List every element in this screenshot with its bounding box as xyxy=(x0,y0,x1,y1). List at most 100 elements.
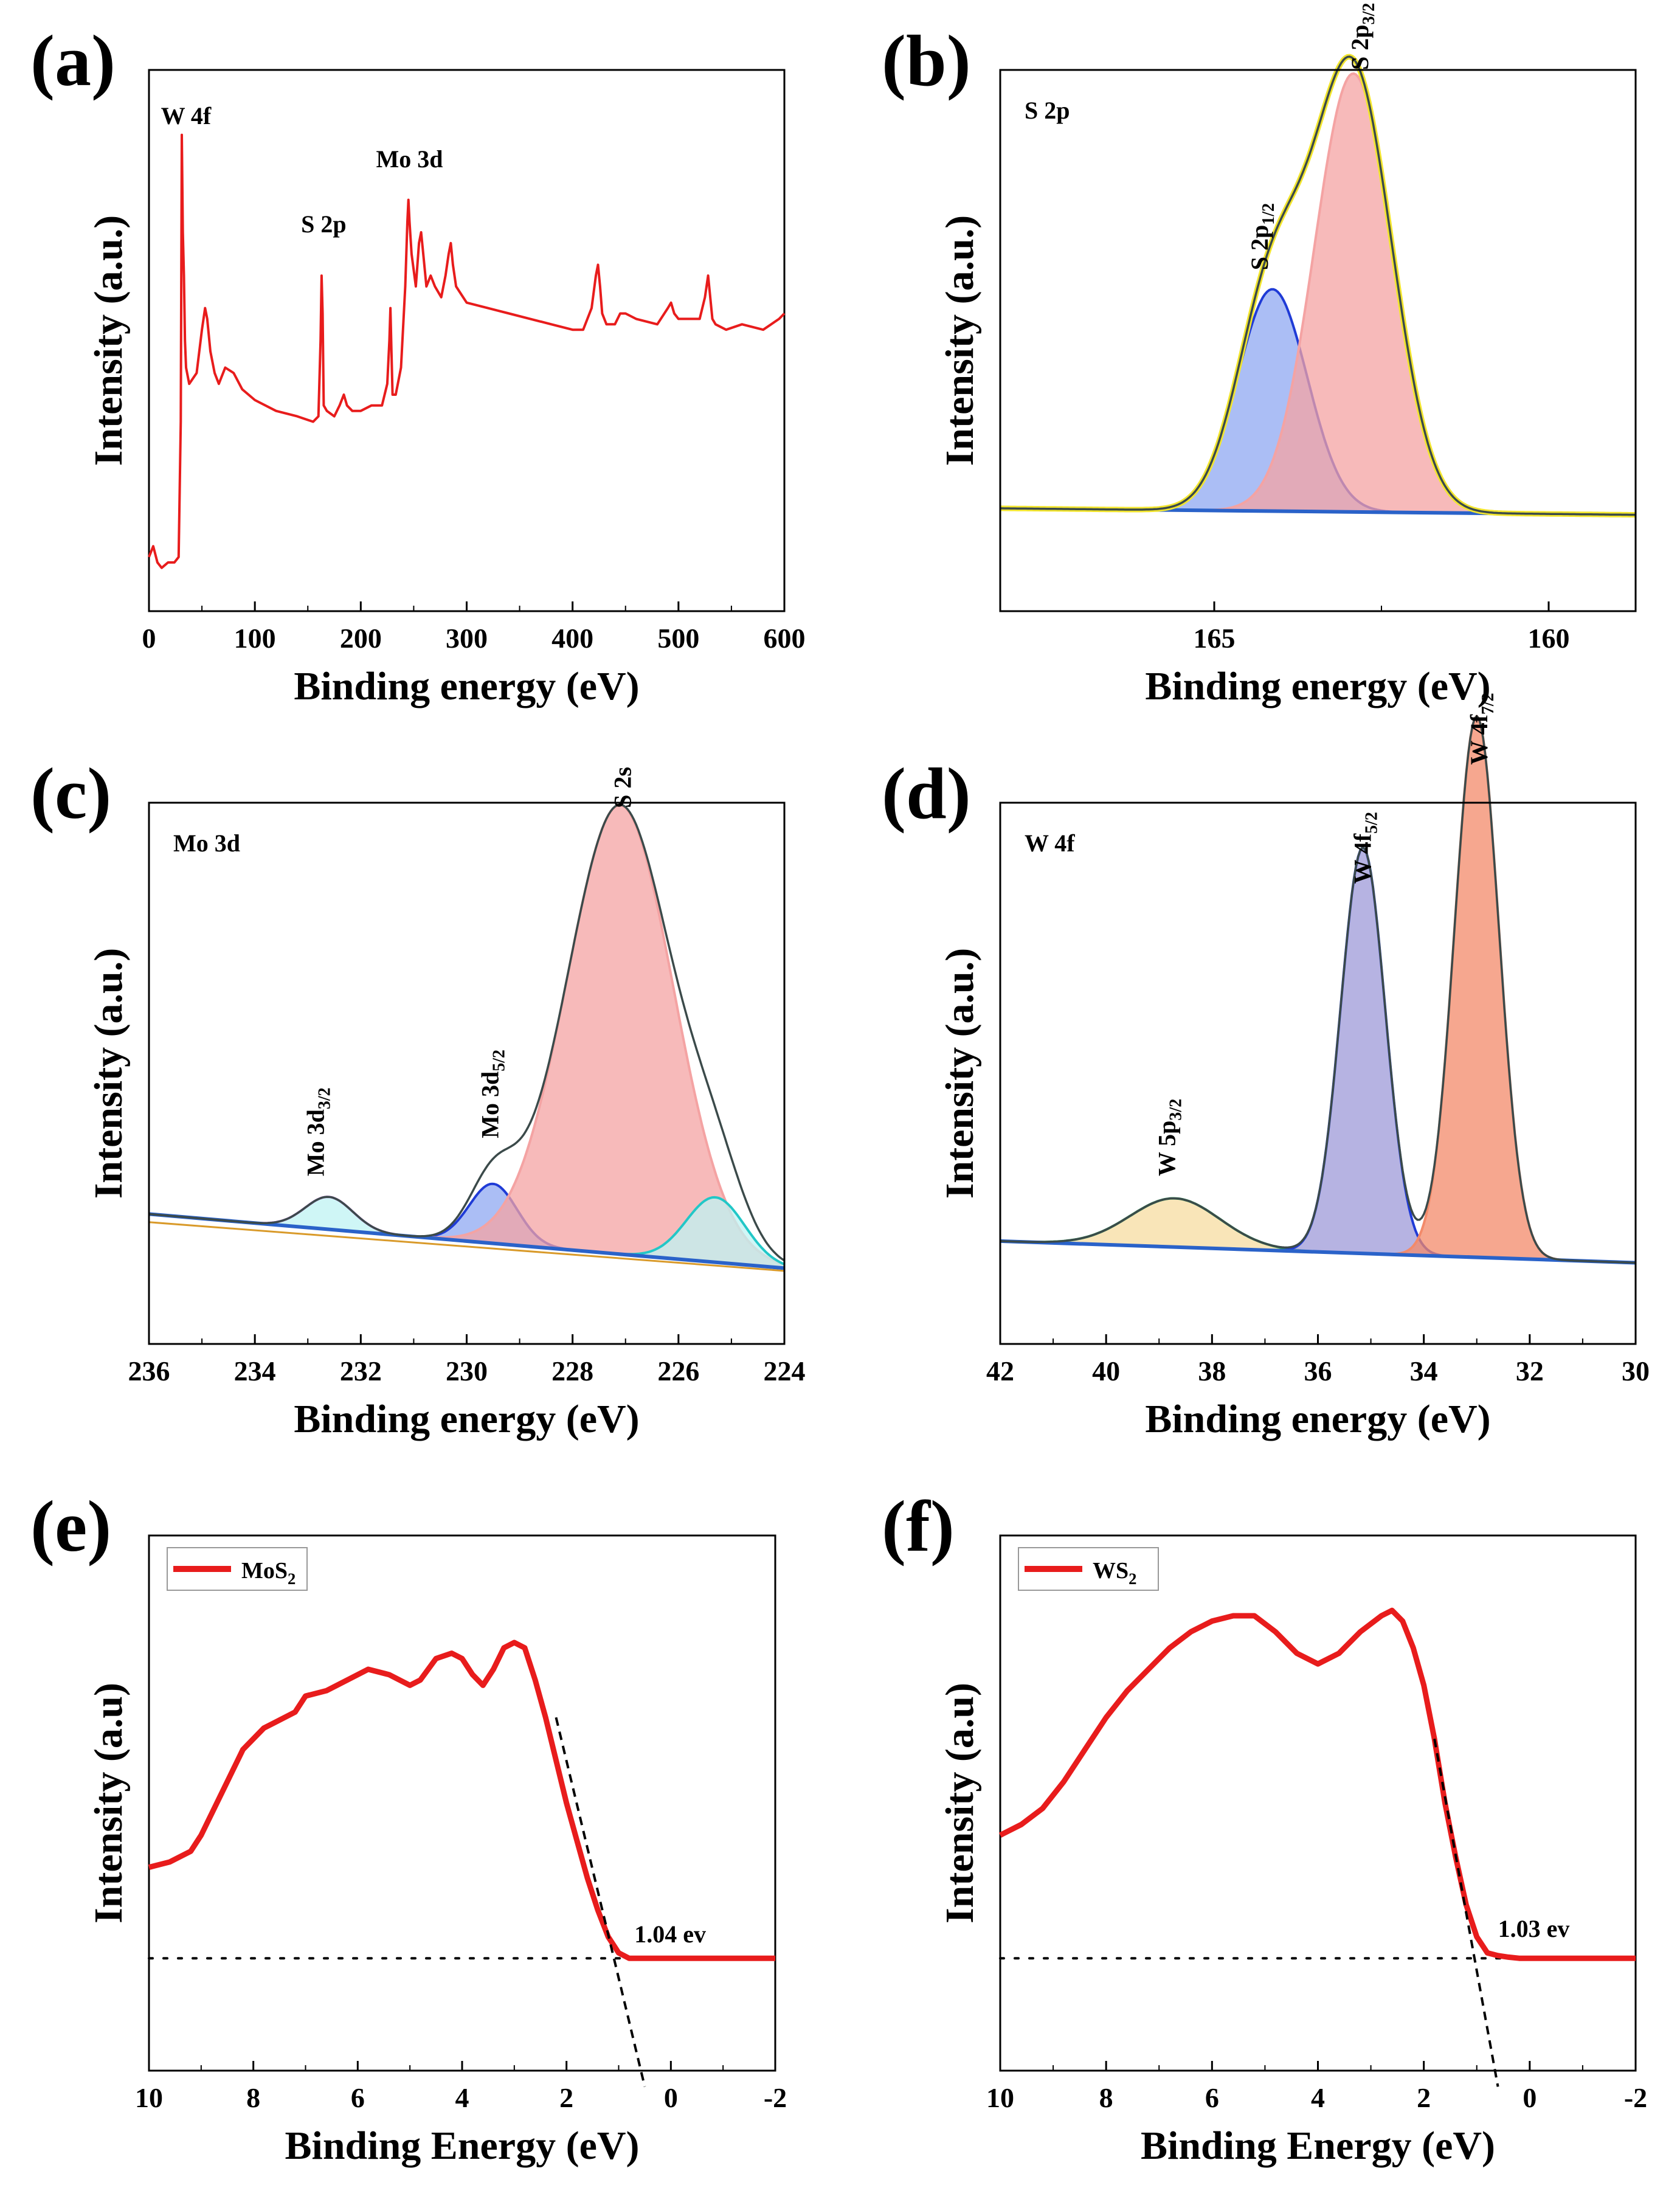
peak-label-c-1: Mo 3d5/2 xyxy=(477,1050,509,1138)
band-edge-label: 1.04 ev xyxy=(634,1920,706,1948)
y-axis-title: Intensity (a.u.) xyxy=(938,948,982,1199)
peak-line-2 xyxy=(1000,715,1636,1264)
x-tick-label: 300 xyxy=(446,623,488,654)
x-tick-label: 6 xyxy=(1205,2082,1219,2113)
chart-title-b: S 2p xyxy=(1025,97,1070,124)
peak-label-c-1-main: Mo 3d xyxy=(477,1072,504,1138)
x-tick-label: 32 xyxy=(1516,1355,1544,1387)
peak-label-d-1: W 4f5/2 xyxy=(1349,812,1381,884)
background-line xyxy=(1000,1239,1636,1265)
peak-label-b-0-sub: 1/2 xyxy=(1259,203,1278,225)
series-mos2 xyxy=(148,1639,775,1961)
panel-d: (d) 42 40 38 36 34 32 30 Binding energy (eV) Int… xyxy=(882,693,1650,1441)
peak-label-d-0-sub: 3/2 xyxy=(1166,1099,1185,1121)
x-tick-label: 400 xyxy=(551,623,593,654)
peak-label-c-2-main: S 2s xyxy=(609,767,636,808)
peak-label-b-1: S 2p3/2 xyxy=(1346,3,1378,70)
x-tick-label: 500 xyxy=(657,623,699,654)
peak-label-c-0: Mo 3d3/2 xyxy=(302,1087,334,1176)
x-tick-label: 0 xyxy=(664,2082,678,2113)
x-tick-label: 30 xyxy=(1622,1355,1650,1387)
x-tick-label: 4 xyxy=(455,2082,469,2113)
plot-frame xyxy=(999,1534,1637,2072)
panel-f: (f) 10 8 6 4 2 0 -2 Binding Energy (eV) Intensit… xyxy=(882,1486,1647,2168)
legend-label: WS2 xyxy=(1093,1558,1136,1588)
chart-title-d: W 4f xyxy=(1025,829,1075,857)
x-tick-label: -2 xyxy=(1624,2082,1647,2113)
panel-letter-e: (e) xyxy=(30,1486,111,1567)
peak-label-c-1-sub: 5/2 xyxy=(490,1050,509,1072)
tangent-line xyxy=(1433,1739,1499,2087)
y-axis-title: Intensity (a.u.) xyxy=(938,215,982,466)
chart-b: 165 160 Binding energy (eV) Intensity (a.u.… xyxy=(938,3,1637,708)
peak-label-b-1-sub: 3/2 xyxy=(1360,3,1378,25)
x-tick-label: 200 xyxy=(340,623,382,654)
peak-label-s-2p: S 2p xyxy=(301,210,347,238)
plot-frame xyxy=(999,802,1637,1345)
peak-label-d-0-main: W 5p xyxy=(1153,1121,1180,1177)
peak-label-c-2: S 2s xyxy=(609,767,636,808)
x-axis-title: Binding energy (eV) xyxy=(294,664,639,708)
x-tick-label: 0 xyxy=(1523,2082,1537,2113)
peak-fill-0 xyxy=(1000,1198,1636,1263)
x-tick-label: 36 xyxy=(1304,1355,1332,1387)
x-tick-label: 224 xyxy=(764,1355,806,1387)
peak-fill-2 xyxy=(1000,716,1636,1263)
x-axis-title: Binding Energy (eV) xyxy=(285,2124,639,2168)
x-axis-title: Binding energy (eV) xyxy=(1145,664,1490,708)
x-tick-label: 165 xyxy=(1194,623,1236,654)
x-tick-label: 234 xyxy=(234,1355,276,1387)
peak-label-d-2-sub: 7/2 xyxy=(1479,693,1498,715)
peak-label-c-0-main: Mo 3d xyxy=(302,1109,329,1176)
x-tick-label: 226 xyxy=(657,1355,699,1387)
x-tick-label: 2 xyxy=(1417,2082,1431,2113)
x-axis-title: Binding energy (eV) xyxy=(1145,1397,1490,1441)
panel-c: (c) 236 234 232 230 228 226 224 Binding energy … xyxy=(30,753,806,1441)
plot-frame xyxy=(148,69,786,612)
x-tick-label: 236 xyxy=(128,1355,170,1387)
x-tick-label: 2 xyxy=(559,2082,573,2113)
x-tick-label: 10 xyxy=(986,2082,1014,2113)
peak-fill-2 xyxy=(149,805,784,1269)
x-tick-label: 8 xyxy=(246,2082,260,2113)
panel-e: (e) 10 8 6 4 2 0 -2 Binding Energy (eV) Intensit… xyxy=(30,1486,787,2168)
chart-f: 10 8 6 4 2 0 -2 Binding Energy (eV) Intensity (a… xyxy=(938,1534,1647,2168)
x-tick-label: 38 xyxy=(1198,1355,1226,1387)
plot-frame xyxy=(148,1534,776,2072)
series-survey xyxy=(148,133,786,569)
peak-label-b-1-main: S 2p xyxy=(1346,25,1374,71)
y-axis-title: Intensity (a.u) xyxy=(938,1683,982,1923)
x-tick-label: 10 xyxy=(135,2082,163,2113)
x-tick-label: 40 xyxy=(1092,1355,1120,1387)
envelope-line xyxy=(1000,55,1636,516)
background-line-2 xyxy=(148,1221,785,1272)
y-axis-title: Intensity (a.u.) xyxy=(86,215,131,466)
peak-label-d-2: W 4f7/2 xyxy=(1465,693,1498,764)
peak-label-mo-3d: Mo 3d xyxy=(376,145,443,173)
peak-label-c-0-sub: 3/2 xyxy=(315,1087,334,1109)
legend-label-main: WS xyxy=(1093,1558,1129,1584)
tangent-line xyxy=(555,1717,646,2087)
panel-letter-a: (a) xyxy=(30,20,116,101)
legend-label-main: MoS xyxy=(241,1558,288,1584)
y-axis-title: Intensity (a.u.) xyxy=(86,948,131,1199)
legend-label-sub: 2 xyxy=(1129,1570,1136,1588)
x-tick-label: -2 xyxy=(764,2082,787,2113)
peak-fill-0 xyxy=(149,1197,784,1269)
x-tick-label: 230 xyxy=(446,1355,488,1387)
x-tick-label: 160 xyxy=(1528,623,1570,654)
x-axis-title: Binding Energy (eV) xyxy=(1141,2124,1495,2168)
peak-label-w-4f: W 4f xyxy=(161,102,212,130)
series-ws2 xyxy=(998,1607,1636,1961)
chart-title-c: Mo 3d xyxy=(173,829,240,857)
panel-letter-c: (c) xyxy=(30,753,111,834)
x-tick-label: 228 xyxy=(551,1355,593,1387)
chart-c: 236 234 232 230 228 226 224 Binding energy (eV)… xyxy=(86,767,806,1441)
panel-b: (b) 165 160 Binding energy (eV) Intensity (… xyxy=(882,3,1637,708)
band-edge-label: 1.03 ev xyxy=(1498,1915,1570,1942)
x-tick-label: 232 xyxy=(340,1355,382,1387)
x-tick-label: 42 xyxy=(986,1355,1014,1387)
peak-label-d-1-main: W 4f xyxy=(1349,833,1377,884)
plot-frame xyxy=(999,69,1637,612)
